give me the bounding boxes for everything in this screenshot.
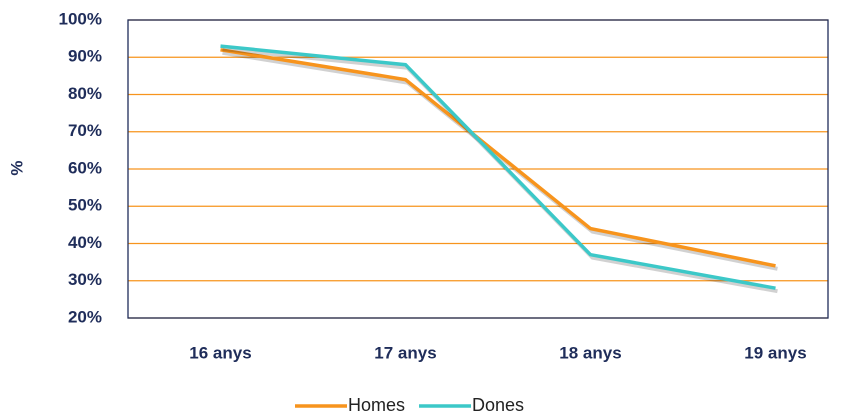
y-tick-label: 20%: [68, 307, 102, 326]
x-tick-label: 17 anys: [374, 343, 436, 362]
y-tick-label: 100%: [59, 9, 102, 28]
series-shadow: [222, 47, 778, 294]
series-line: [220, 44, 776, 290]
legend-label: Homes: [348, 395, 405, 415]
y-tick-label: 40%: [68, 233, 102, 252]
legend-label: Dones: [472, 395, 524, 415]
x-tick-label: 19 anys: [744, 343, 806, 362]
y-tick-label: 80%: [68, 84, 102, 103]
plot-frame: [127, 19, 829, 319]
y-tick-label: 30%: [68, 270, 102, 289]
series-line: [220, 48, 776, 268]
y-tick-label: 50%: [68, 196, 102, 215]
x-tick-label: 18 anys: [559, 343, 621, 362]
y-tick-label: 70%: [68, 121, 102, 140]
y-tick-label: 60%: [68, 158, 102, 177]
y-tick-label: 90%: [68, 47, 102, 66]
y-axis-label: %: [7, 160, 26, 175]
x-tick-label: 16 anys: [189, 343, 251, 362]
